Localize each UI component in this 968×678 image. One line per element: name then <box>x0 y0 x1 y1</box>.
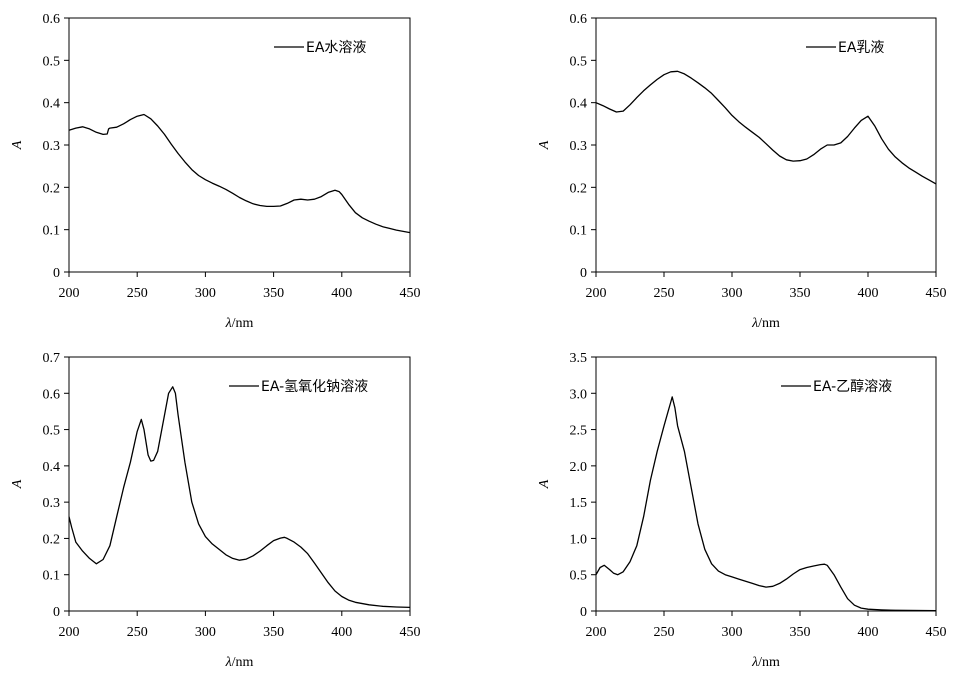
series-line-1 <box>68 386 411 609</box>
x-tick-label: 300 <box>722 625 743 640</box>
y-tick-label: 0.5 <box>570 569 588 584</box>
x-axis-unit: /nm <box>232 316 254 331</box>
x-tick-label: 200 <box>586 286 607 301</box>
chart-panel-4: 200 250 300 350 400 450 0 0.5 1.0 1.5 2.0 2.5 3.0 3.5… <box>537 351 947 670</box>
y-axis-title: A <box>10 479 25 489</box>
x-tick-label: 200 <box>59 286 80 301</box>
x-tick-label: 450 <box>926 286 947 301</box>
x-tick-label: 250 <box>127 625 148 640</box>
y-tick-label: 0.2 <box>43 181 61 196</box>
y-tick-label: 0.3 <box>43 139 61 154</box>
x-tick-label: 250 <box>654 625 675 640</box>
x-tick-label: 300 <box>722 286 743 301</box>
y-tick-label: 1.5 <box>570 496 588 511</box>
x-axis-title: λ/nm <box>751 655 780 670</box>
y-tick-label: 0.1 <box>570 224 588 239</box>
x-tick-label: 250 <box>127 286 148 301</box>
y-tick-label: 2.0 <box>570 460 588 475</box>
x-tick-label: 350 <box>790 625 811 640</box>
legend-label: EA乳液 <box>838 40 884 56</box>
y-tick-label: 0 <box>580 266 587 281</box>
x-tick-label: 450 <box>926 625 947 640</box>
x-tick-label: 350 <box>263 625 284 640</box>
legend-label: EA水溶液 <box>306 40 366 56</box>
x-tick-label: 450 <box>400 625 421 640</box>
y-tick-label: 3.5 <box>570 351 588 366</box>
x-tick-label: 400 <box>331 286 352 301</box>
x-axis-symbol: λ <box>751 316 758 331</box>
y-tick-label: 0.3 <box>570 139 588 154</box>
chart-panel-3: 200 250 300 350 400 450 0 0.1 0.2 0.3 0.4 0.5 0.6 0.7… <box>10 351 421 670</box>
legend-label: EA-氢氧化钠溶液 <box>261 379 368 395</box>
x-tick-label: 300 <box>195 286 216 301</box>
x-axis-title: λ/nm <box>751 316 780 331</box>
plot-frame <box>595 356 937 612</box>
x-tick-label: 350 <box>790 286 811 301</box>
y-tick-label: 0.4 <box>43 460 61 475</box>
y-tick-label: 0.6 <box>43 12 61 27</box>
series-line-1 <box>595 70 937 185</box>
legend-label: EA-乙醇溶液 <box>813 378 892 395</box>
y-tick-label: 0.3 <box>43 496 61 511</box>
y-tick-label: 0.2 <box>43 532 61 547</box>
y-tick-label: 0.6 <box>43 387 61 402</box>
x-tick-label: 350 <box>263 286 284 301</box>
x-axis-symbol: λ <box>225 655 232 670</box>
y-tick-label: 0.4 <box>570 97 588 112</box>
y-tick-label: 0.5 <box>43 424 61 439</box>
y-tick-label: 0 <box>53 605 60 620</box>
y-tick-label: 0.6 <box>570 12 588 27</box>
x-axis-symbol: λ <box>225 316 232 331</box>
y-tick-label: 0 <box>580 605 587 620</box>
plot-frame <box>68 356 411 612</box>
y-axis-title: A <box>537 140 552 150</box>
x-axis-unit: /nm <box>232 655 254 670</box>
chart-panel-1: 200 250 300 350 400 450 0 0.1 0.2 0.3 0.4 0.5 0.6 λ/n… <box>10 12 421 331</box>
y-tick-label: 0.7 <box>43 351 61 366</box>
x-tick-label: 200 <box>586 625 607 640</box>
series-line-1 <box>68 113 411 234</box>
x-tick-label: 450 <box>400 286 421 301</box>
y-tick-label: 0.2 <box>570 181 588 196</box>
x-axis-unit: /nm <box>758 655 780 670</box>
y-axis-title: A <box>537 479 552 489</box>
y-tick-label: 0.5 <box>43 54 61 69</box>
y-tick-label: 0 <box>53 266 60 281</box>
x-tick-label: 400 <box>331 625 352 640</box>
chart-panel-2: 200 250 300 350 400 450 0 0.1 0.2 0.3 0.4 0.5 0.6 λ/n… <box>537 12 947 331</box>
x-tick-label: 400 <box>858 286 879 301</box>
y-tick-label: 0.1 <box>43 569 61 584</box>
y-tick-label: 1.0 <box>570 532 588 547</box>
y-tick-label: 0.4 <box>43 97 61 112</box>
y-tick-label: 3.0 <box>570 387 588 402</box>
x-axis-title: λ/nm <box>225 316 254 331</box>
y-axis-title: A <box>10 140 25 150</box>
x-axis-symbol: λ <box>751 655 758 670</box>
x-axis-unit: /nm <box>758 316 780 331</box>
y-tick-label: 2.5 <box>570 424 588 439</box>
x-tick-label: 200 <box>59 625 80 640</box>
x-tick-label: 250 <box>654 286 675 301</box>
x-tick-label: 400 <box>858 625 879 640</box>
plot-frame <box>68 17 411 273</box>
y-tick-label: 0.5 <box>570 54 588 69</box>
series-line-1 <box>595 396 937 612</box>
x-tick-label: 300 <box>195 625 216 640</box>
y-tick-label: 0.1 <box>43 224 61 239</box>
x-axis-title: λ/nm <box>225 655 254 670</box>
